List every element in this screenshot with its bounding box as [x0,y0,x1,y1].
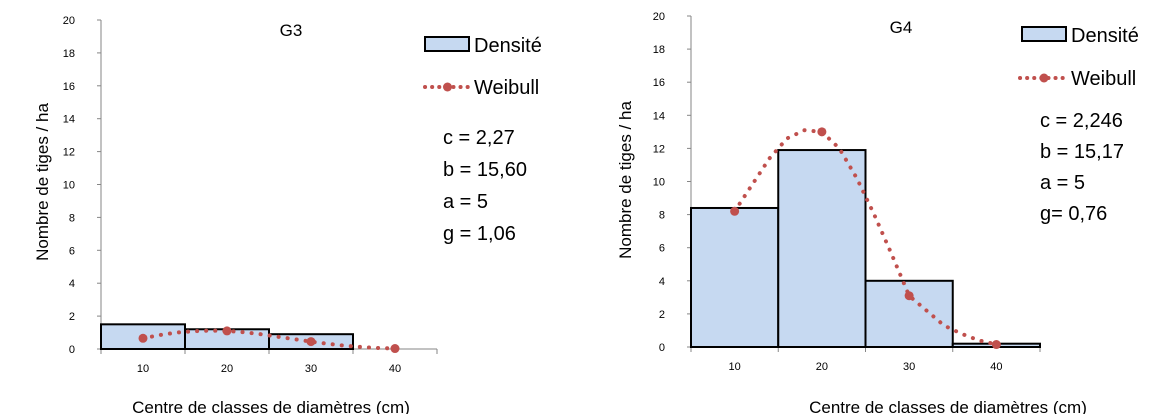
y-tick-label: 10 [63,180,75,192]
parameter-annotation: b = 15,17 [1040,141,1124,163]
legend-label-densite: Densité [474,35,542,57]
y-tick-label: 8 [659,210,665,222]
y-tick-label: 20 [63,15,75,27]
y-tick-label: 14 [63,114,75,126]
y-tick-label: 18 [653,44,665,56]
histogram-bar [690,206,780,348]
x-tick-label: 30 [903,361,915,373]
legend-label-weibull: Weibull [1071,68,1136,90]
legend-marker-weibull [1039,73,1049,83]
weibull-marker [138,333,148,343]
x-axis-label: Centre de classes de diamètres (cm) [809,398,1087,414]
weibull-marker [730,206,740,216]
parameter-annotation: a = 5 [443,191,488,213]
legend-swatch-densite [1021,26,1067,42]
x-tick-label: 20 [816,361,828,373]
y-tick-label: 0 [69,344,75,356]
y-tick-label: 12 [653,143,665,155]
weibull-marker [222,326,232,336]
y-axis-label: Nombre de tiges / ha [616,101,635,259]
y-tick-label: 2 [69,311,75,323]
parameter-annotation: c = 2,246 [1040,110,1123,132]
x-tick-label: 40 [389,363,401,375]
parameter-annotation: b = 15,60 [443,159,527,181]
x-tick-label: 10 [137,363,149,375]
weibull-curve [141,328,397,351]
legend-marker-weibull [443,82,452,92]
chart-title: G4 [890,18,913,37]
legend-label-densite: Densité [1071,25,1139,47]
legend-label-weibull: Weibull [474,77,539,99]
x-tick-label: 30 [305,363,317,375]
y-tick-label: 20 [653,11,665,23]
y-tick-label: 12 [63,147,75,159]
y-tick-label: 4 [69,278,75,290]
legend-swatch-densite [424,36,470,52]
weibull-marker [991,340,1001,350]
x-axis-label: Centre de classes de diamètres (cm) [132,398,410,414]
y-tick-label: 4 [659,276,665,288]
x-tick-label: 40 [990,361,1002,373]
y-tick-label: 8 [69,212,75,224]
weibull-marker [390,344,400,354]
y-tick-label: 16 [653,77,665,89]
x-tick-label: 20 [221,363,233,375]
y-tick-label: 2 [659,309,665,321]
y-tick-label: 16 [63,81,75,93]
y-axis-label: Nombre de tiges / ha [33,103,52,261]
x-tick-label: 10 [729,361,741,373]
parameter-annotation: g = 1,06 [443,223,516,245]
parameter-annotation: a = 5 [1040,172,1085,194]
parameter-annotation: g= 0,76 [1040,203,1107,225]
weibull-marker [306,337,316,347]
weibull-marker [904,291,914,301]
weibull-marker [817,127,827,137]
y-tick-label: 10 [653,177,665,189]
parameter-annotation: c = 2,27 [443,127,515,149]
y-tick-label: 6 [69,245,75,257]
y-tick-label: 6 [659,243,665,255]
chart-title: G3 [280,21,303,40]
y-tick-label: 18 [63,48,75,60]
histogram-bar [777,149,867,348]
y-tick-label: 14 [653,110,665,122]
y-tick-label: 0 [659,342,665,354]
